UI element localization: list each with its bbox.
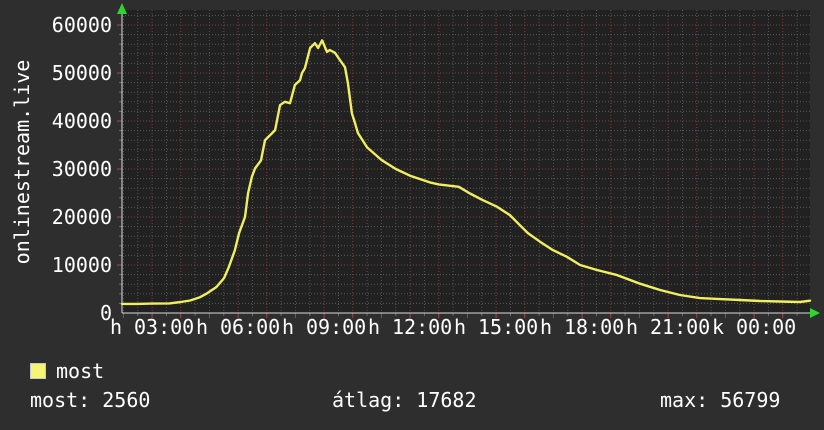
legend: most — [30, 359, 105, 383]
y-tick-label: 0 — [100, 301, 112, 325]
x-tick-label: k 00:00 — [712, 315, 796, 339]
y-tick-label: 20000 — [52, 205, 112, 229]
stat-most-label: most: — [30, 388, 91, 412]
legend-label-most: most — [56, 359, 105, 383]
x-tick-label: h 12:00 — [368, 315, 452, 339]
x-tick-labels: h 03:00 h 06:00 h 09:00 h 12:00 h 15:00 h 18:… — [110, 315, 796, 339]
y-tick-label: 40000 — [52, 109, 112, 133]
stat-atlag-value: 17682 — [416, 388, 477, 412]
stat-most-value: 2560 — [102, 388, 151, 412]
y-tick-label: 10000 — [52, 253, 112, 277]
series-line-most — [120, 39, 812, 306]
stat-max-label: max: — [660, 388, 709, 412]
stat-atlag: átlag: 17682 — [332, 388, 477, 412]
stat-most: most: 2560 — [30, 388, 150, 412]
plot-canvas — [122, 10, 810, 313]
x-tick-label: h 21:00 — [626, 315, 710, 339]
y-axis-arrow-icon — [117, 3, 127, 14]
x-tick-label: h 15:00 — [454, 315, 538, 339]
x-tick-label: h 03:00 — [110, 315, 194, 339]
x-axis-arrow-icon — [810, 308, 820, 318]
stat-max: max: 56799 — [660, 388, 780, 412]
y-tick-labels: 0 10000 20000 30000 40000 50000 60000 — [52, 13, 112, 325]
y-tick-label: 50000 — [52, 61, 112, 85]
x-tick-label: h 09:00 — [282, 315, 366, 339]
stats-row: most: 2560 átlag: 17682 max: 56799 — [0, 388, 824, 412]
x-tick-label: h 18:00 — [540, 315, 624, 339]
stat-max-value: 56799 — [720, 388, 781, 412]
y-tick-label: 30000 — [52, 157, 112, 181]
x-tick-label: h 06:00 — [196, 315, 280, 339]
legend-swatch-most — [30, 363, 46, 379]
gridlines — [122, 10, 810, 313]
stat-atlag-label: átlag: — [332, 388, 405, 412]
y-tick-label: 60000 — [52, 13, 112, 37]
